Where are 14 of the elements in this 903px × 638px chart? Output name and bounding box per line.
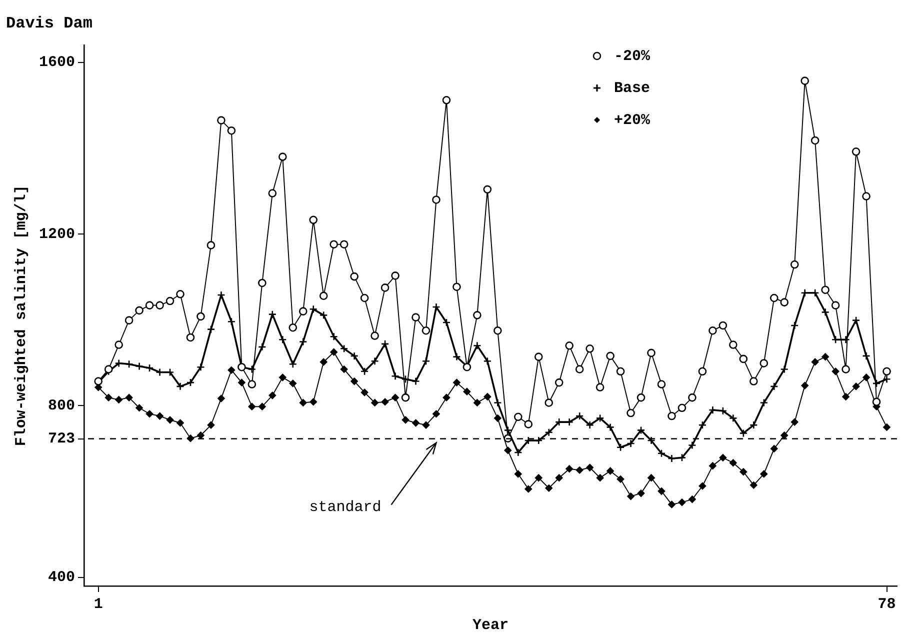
y-axis-title: Flow-weighted salinity [mg/l] [12, 185, 30, 446]
y-tick-label: 800 [48, 398, 76, 415]
x-tick-label: 1 [94, 596, 103, 613]
chart-title: Davis Dam [6, 14, 93, 33]
legend-label: +20% [614, 112, 650, 128]
x-tick-label: 78 [878, 596, 896, 613]
y-tick-label: 723 [48, 430, 76, 448]
y-tick-label: 1200 [38, 226, 76, 243]
y-tick-label: 1600 [38, 54, 76, 72]
legend-label: Base [614, 80, 650, 96]
y-tick-label: 400 [48, 569, 76, 586]
legend-label: -20% [614, 48, 650, 64]
x-axis-title: Year [472, 616, 509, 634]
annotation: standard [309, 498, 382, 516]
